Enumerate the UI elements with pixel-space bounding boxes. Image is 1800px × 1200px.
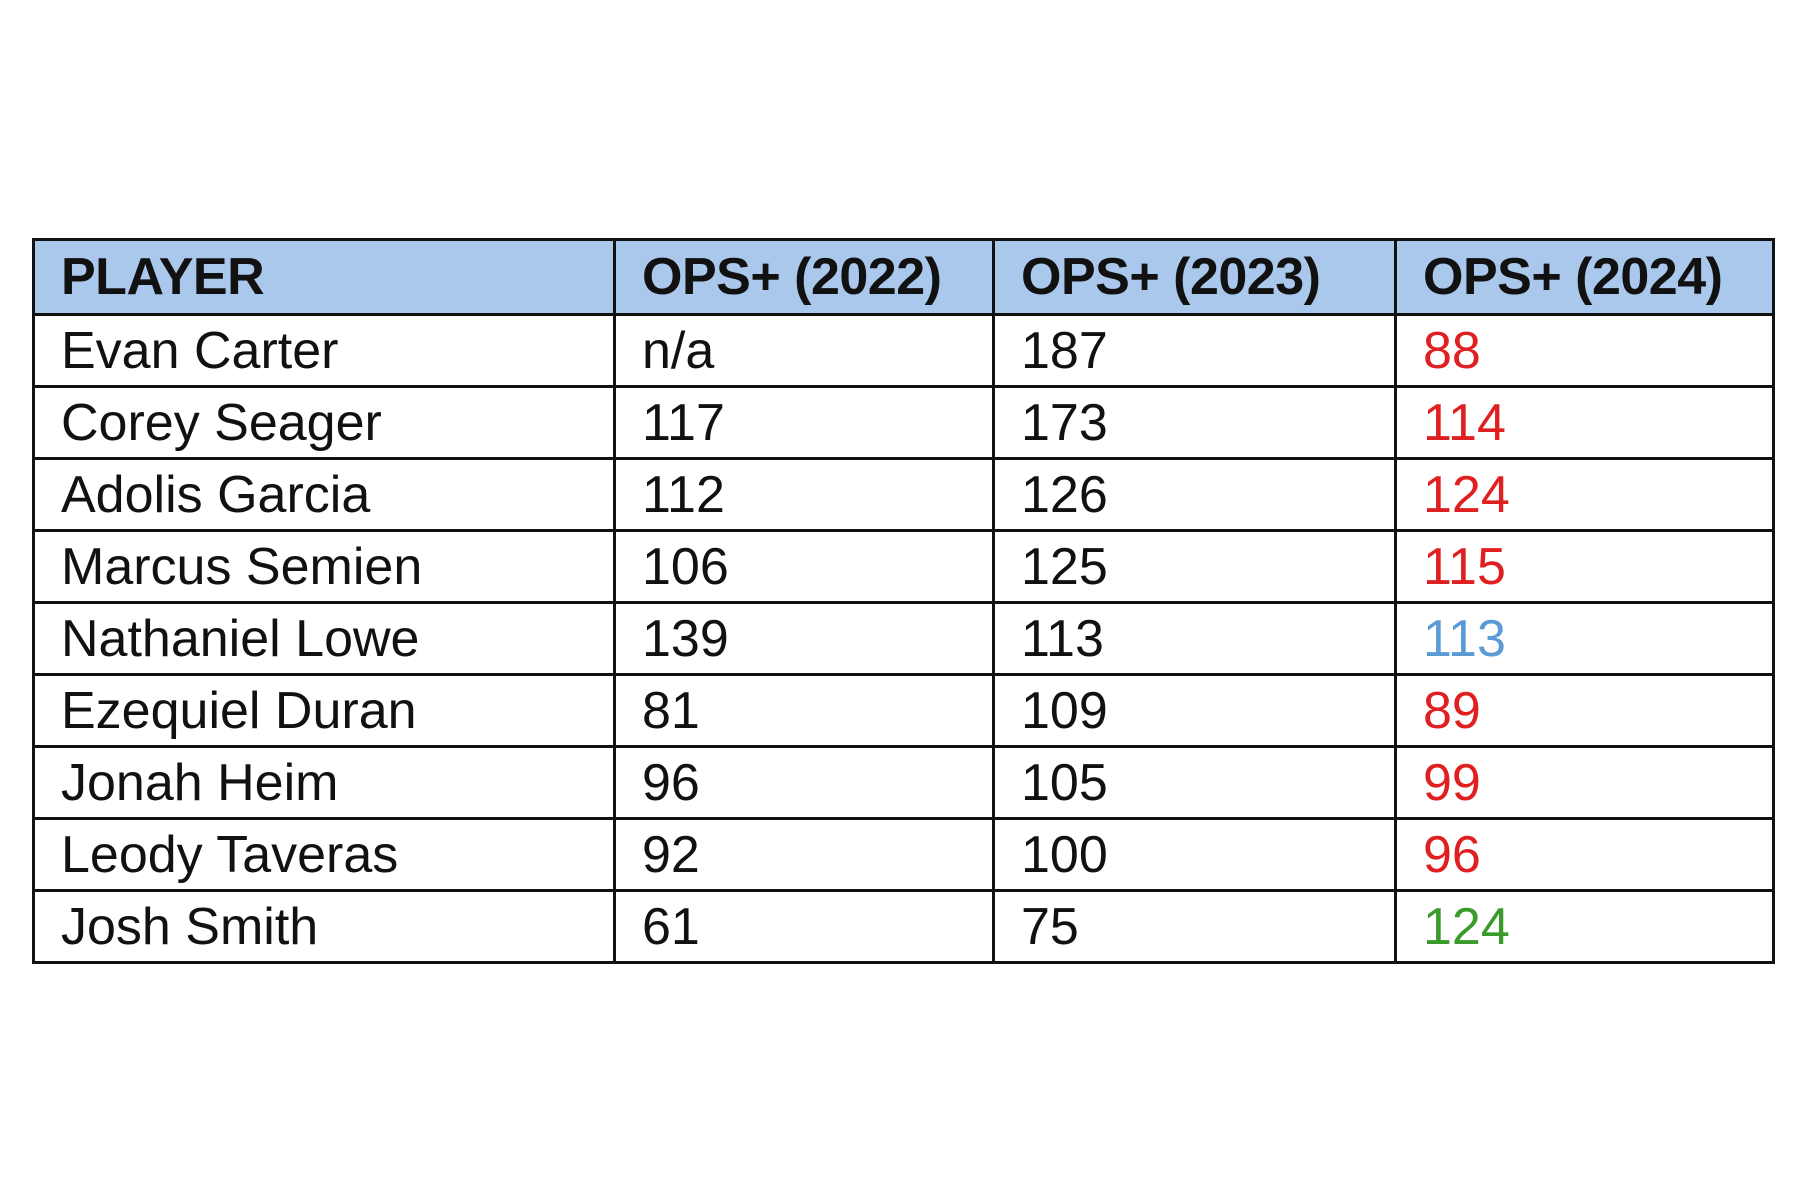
ops-2024-cell: 88 [1394, 313, 1775, 388]
ops-2022-cell: 139 [613, 601, 995, 676]
table-row: Jonah Heim 96 105 99 [32, 745, 1775, 820]
header-ops-2023: OPS+ (2023) [992, 238, 1397, 316]
table-row: Nathaniel Lowe 139 113 113 [32, 601, 1775, 676]
ops-2023-cell: 113 [992, 601, 1397, 676]
ops-2022-cell: 117 [613, 385, 995, 460]
ops-2023-cell: 100 [992, 817, 1397, 892]
ops-2023-cell: 75 [992, 889, 1397, 964]
ops-2022-cell: 81 [613, 673, 995, 748]
ops-2022-cell: 112 [613, 457, 995, 532]
ops-2024-cell: 124 [1394, 457, 1775, 532]
player-cell: Jonah Heim [32, 745, 616, 820]
table-row: Ezequiel Duran 81 109 89 [32, 673, 1775, 748]
player-cell: Josh Smith [32, 889, 616, 964]
ops-2024-cell: 115 [1394, 529, 1775, 604]
player-cell: Leody Taveras [32, 817, 616, 892]
table-row: Corey Seager 117 173 114 [32, 385, 1775, 460]
table-row: Leody Taveras 92 100 96 [32, 817, 1775, 892]
table-row: Marcus Semien 106 125 115 [32, 529, 1775, 604]
ops-2022-cell: 92 [613, 817, 995, 892]
ops-2022-cell: 106 [613, 529, 995, 604]
ops-table: PLAYER OPS+ (2022) OPS+ (2023) OPS+ (202… [32, 238, 1775, 964]
ops-2022-cell: 96 [613, 745, 995, 820]
ops-2024-cell: 96 [1394, 817, 1775, 892]
ops-2023-cell: 187 [992, 313, 1397, 388]
header-ops-2024: OPS+ (2024) [1394, 238, 1775, 316]
header-row: PLAYER OPS+ (2022) OPS+ (2023) OPS+ (202… [32, 238, 1775, 316]
player-cell: Evan Carter [32, 313, 616, 388]
ops-2024-cell: 124 [1394, 889, 1775, 964]
ops-2024-cell: 113 [1394, 601, 1775, 676]
ops-2024-cell: 99 [1394, 745, 1775, 820]
ops-2024-cell: 114 [1394, 385, 1775, 460]
table-row: Adolis Garcia 112 126 124 [32, 457, 1775, 532]
ops-2023-cell: 173 [992, 385, 1397, 460]
table-row: Josh Smith 61 75 124 [32, 889, 1775, 964]
player-cell: Nathaniel Lowe [32, 601, 616, 676]
table-body: Evan Carter n/a 187 88 Corey Seager 117 173 114… [32, 313, 1775, 964]
player-cell: Ezequiel Duran [32, 673, 616, 748]
ops-2024-cell: 89 [1394, 673, 1775, 748]
player-cell: Adolis Garcia [32, 457, 616, 532]
ops-2023-cell: 126 [992, 457, 1397, 532]
ops-2023-cell: 105 [992, 745, 1397, 820]
header-ops-2022: OPS+ (2022) [613, 238, 995, 316]
player-cell: Marcus Semien [32, 529, 616, 604]
table-row: Evan Carter n/a 187 88 [32, 313, 1775, 388]
player-cell: Corey Seager [32, 385, 616, 460]
ops-2022-cell: 61 [613, 889, 995, 964]
ops-2022-cell: n/a [613, 313, 995, 388]
header-player: PLAYER [32, 238, 616, 316]
ops-2023-cell: 109 [992, 673, 1397, 748]
ops-2023-cell: 125 [992, 529, 1397, 604]
